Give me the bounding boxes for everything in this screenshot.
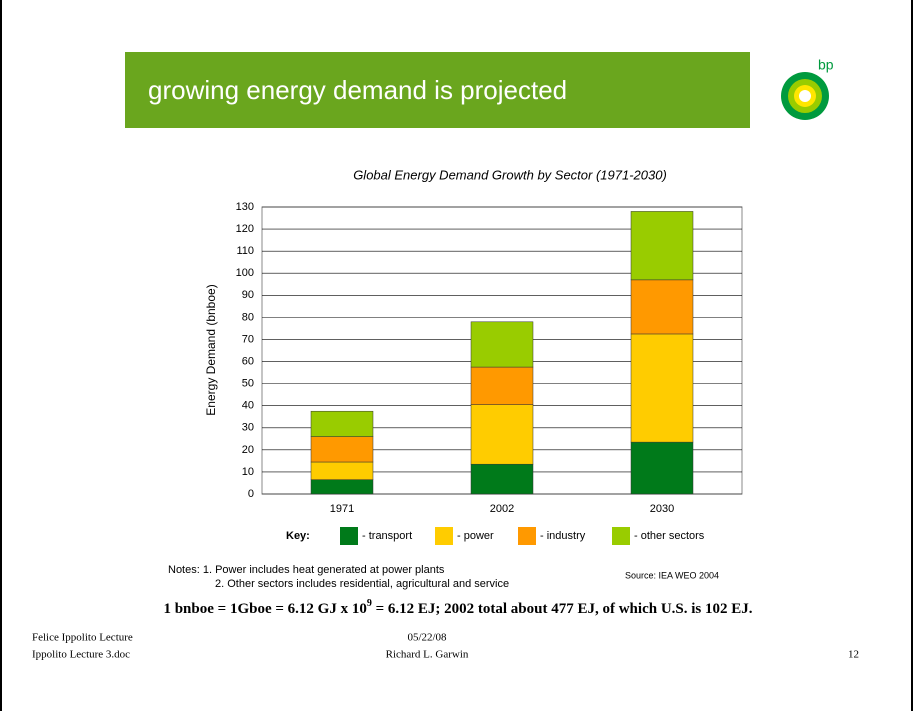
footer: 05/22/08 (407, 632, 447, 644)
y-tick-label: 130 (236, 201, 254, 213)
legend-label: - power (457, 530, 494, 542)
formula-text: 1 bnboe = 1Gboe = 6.12 GJ x 10 (163, 601, 366, 617)
y-tick-label: 0 (248, 488, 254, 500)
x-tick-label: 2002 (490, 503, 514, 515)
y-tick-label: 10 (242, 466, 254, 478)
footer: Richard L. Garwin (386, 649, 469, 661)
footer: Felice Ippolito Lecture (32, 632, 133, 644)
y-tick-label: 90 (242, 289, 254, 301)
bar-segment (310, 461, 374, 480)
y-tick-label: 50 (242, 378, 254, 390)
footer: Ippolito Lecture 3.doc (32, 649, 130, 661)
legend-swatch (340, 527, 358, 545)
logo-text: bp (818, 57, 834, 73)
formula: 1 bnboe = 1Gboe = 6.12 GJ x 109 = 6.12 E… (163, 598, 752, 617)
bar-segment (630, 279, 694, 335)
bar-segment (310, 410, 374, 437)
y-tick-label: 110 (236, 245, 254, 257)
bar-segment (470, 321, 534, 368)
bar-segment (630, 211, 694, 281)
legend-label: - industry (540, 530, 586, 542)
note: 2. Other sectors includes residential, a… (215, 578, 509, 590)
note: Notes: 1. Power includes heat generated … (168, 564, 445, 576)
banner-title: growing energy demand is projected (148, 75, 567, 105)
legend-title: Key: (286, 530, 310, 542)
bar-segment (630, 333, 694, 443)
bar-segment (310, 479, 374, 495)
legend-label: - transport (362, 530, 412, 542)
y-tick-label: 60 (242, 355, 254, 367)
banner (125, 52, 750, 128)
chart-title: Global Energy Demand Growth by Sector (1… (353, 167, 667, 182)
y-tick-label: 30 (242, 422, 254, 434)
bar-segment (470, 366, 534, 405)
page-number: 12 (848, 649, 859, 661)
legend-swatch (612, 527, 630, 545)
legend-swatch (435, 527, 453, 545)
bar-segment (310, 436, 374, 463)
source: Source: IEA WEO 2004 (625, 570, 719, 580)
legend-swatch (518, 527, 536, 545)
bar-segment (470, 463, 534, 495)
bar-segment (630, 441, 694, 495)
formula-text: = 6.12 EJ; 2002 total about 477 EJ, of w… (372, 601, 753, 617)
y-tick-label: 120 (236, 223, 254, 235)
legend-label: - other sectors (634, 530, 705, 542)
y-tick-label: 70 (242, 333, 254, 345)
y-tick-label: 100 (236, 267, 254, 279)
y-axis-label: Energy Demand (bnboe) (204, 284, 218, 415)
exponent: 9 (367, 598, 372, 609)
x-tick-label: 1971 (330, 503, 354, 515)
y-tick-label: 80 (242, 311, 254, 323)
bar-segment (470, 404, 534, 465)
y-tick-label: 20 (242, 444, 254, 456)
bp-logo (781, 72, 829, 120)
x-tick-label: 2030 (650, 503, 674, 515)
y-tick-label: 40 (242, 400, 254, 412)
